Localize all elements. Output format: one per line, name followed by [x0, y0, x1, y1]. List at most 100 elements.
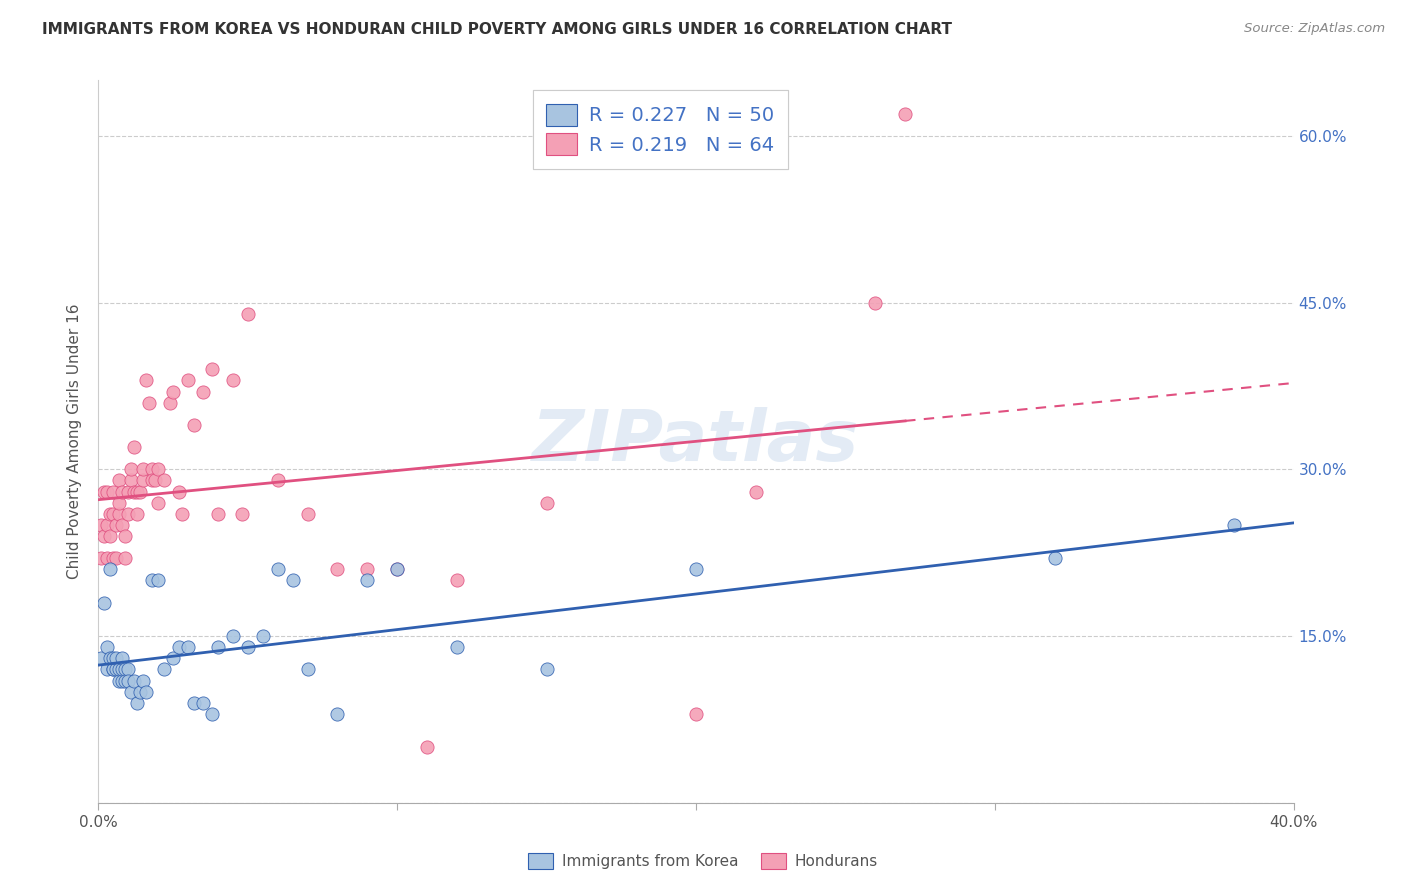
Point: [111, 673, 134, 688]
Point: [124, 484, 146, 499]
Point: [114, 551, 136, 566]
Point: [183, 696, 205, 710]
Point: [103, 662, 125, 676]
Point: [231, 507, 253, 521]
Point: [90, 517, 112, 532]
Point: [103, 507, 125, 521]
Point: [148, 496, 170, 510]
Point: [96, 662, 118, 676]
Point: [183, 417, 205, 432]
Point: [162, 651, 184, 665]
Point: [141, 474, 163, 488]
Point: [96, 640, 118, 655]
Point: [105, 551, 128, 566]
Point: [111, 517, 134, 532]
Point: [138, 395, 160, 409]
Point: [894, 106, 917, 120]
Point: [685, 706, 707, 721]
Point: [685, 562, 707, 576]
Point: [167, 484, 190, 499]
Point: [148, 462, 170, 476]
Point: [135, 373, 157, 387]
Point: [96, 484, 118, 499]
Point: [536, 662, 558, 676]
Point: [446, 574, 468, 588]
Point: [129, 684, 152, 698]
Point: [111, 484, 134, 499]
Point: [167, 640, 190, 655]
Point: [191, 384, 214, 399]
Point: [105, 651, 128, 665]
Point: [93, 596, 115, 610]
Point: [207, 507, 229, 521]
Point: [108, 474, 131, 488]
Point: [120, 474, 142, 488]
Legend: Immigrants from Korea, Hondurans: Immigrants from Korea, Hondurans: [522, 847, 884, 875]
Point: [141, 574, 163, 588]
Point: [132, 462, 155, 476]
Point: [865, 295, 887, 310]
Point: [446, 640, 468, 655]
Point: [90, 551, 112, 566]
Point: [98, 651, 122, 665]
Point: [326, 562, 349, 576]
Point: [103, 651, 125, 665]
Point: [103, 484, 125, 499]
Point: [143, 474, 166, 488]
Point: [172, 507, 194, 521]
Point: [236, 640, 259, 655]
Point: [222, 373, 245, 387]
Point: [222, 629, 245, 643]
Point: [108, 507, 131, 521]
Point: [297, 507, 319, 521]
Point: [96, 551, 118, 566]
Point: [356, 562, 378, 576]
Point: [745, 484, 768, 499]
Point: [177, 640, 200, 655]
Point: [111, 662, 134, 676]
Point: [127, 484, 149, 499]
Text: IMMIGRANTS FROM KOREA VS HONDURAN CHILD POVERTY AMONG GIRLS UNDER 16 CORRELATION: IMMIGRANTS FROM KOREA VS HONDURAN CHILD …: [42, 22, 952, 37]
Point: [90, 651, 112, 665]
Point: [236, 307, 259, 321]
Point: [326, 706, 349, 721]
Point: [1043, 551, 1066, 566]
Point: [132, 474, 155, 488]
Point: [153, 662, 176, 676]
Point: [114, 662, 136, 676]
Y-axis label: Child Poverty Among Girls Under 16: Child Poverty Among Girls Under 16: [67, 304, 83, 579]
Point: [207, 640, 229, 655]
Point: [111, 651, 134, 665]
Point: [103, 551, 125, 566]
Point: [356, 574, 378, 588]
Point: [98, 529, 122, 543]
Point: [1223, 517, 1246, 532]
Point: [141, 462, 163, 476]
Point: [148, 574, 170, 588]
Point: [96, 517, 118, 532]
Point: [98, 562, 122, 576]
Point: [162, 384, 184, 399]
Point: [117, 673, 139, 688]
Legend: R = 0.227   N = 50, R = 0.219   N = 64: R = 0.227 N = 50, R = 0.219 N = 64: [533, 90, 787, 169]
Point: [108, 496, 131, 510]
Point: [117, 507, 139, 521]
Point: [120, 684, 142, 698]
Point: [201, 706, 224, 721]
Point: [114, 529, 136, 543]
Point: [267, 474, 290, 488]
Text: ZIPatlas: ZIPatlas: [533, 407, 859, 476]
Point: [105, 517, 128, 532]
Point: [416, 740, 439, 755]
Point: [191, 696, 214, 710]
Point: [135, 684, 157, 698]
Point: [129, 484, 152, 499]
Point: [93, 484, 115, 499]
Point: [132, 673, 155, 688]
Point: [201, 362, 224, 376]
Text: Source: ZipAtlas.com: Source: ZipAtlas.com: [1244, 22, 1385, 36]
Point: [93, 529, 115, 543]
Point: [127, 507, 149, 521]
Point: [281, 574, 304, 588]
Point: [153, 474, 176, 488]
